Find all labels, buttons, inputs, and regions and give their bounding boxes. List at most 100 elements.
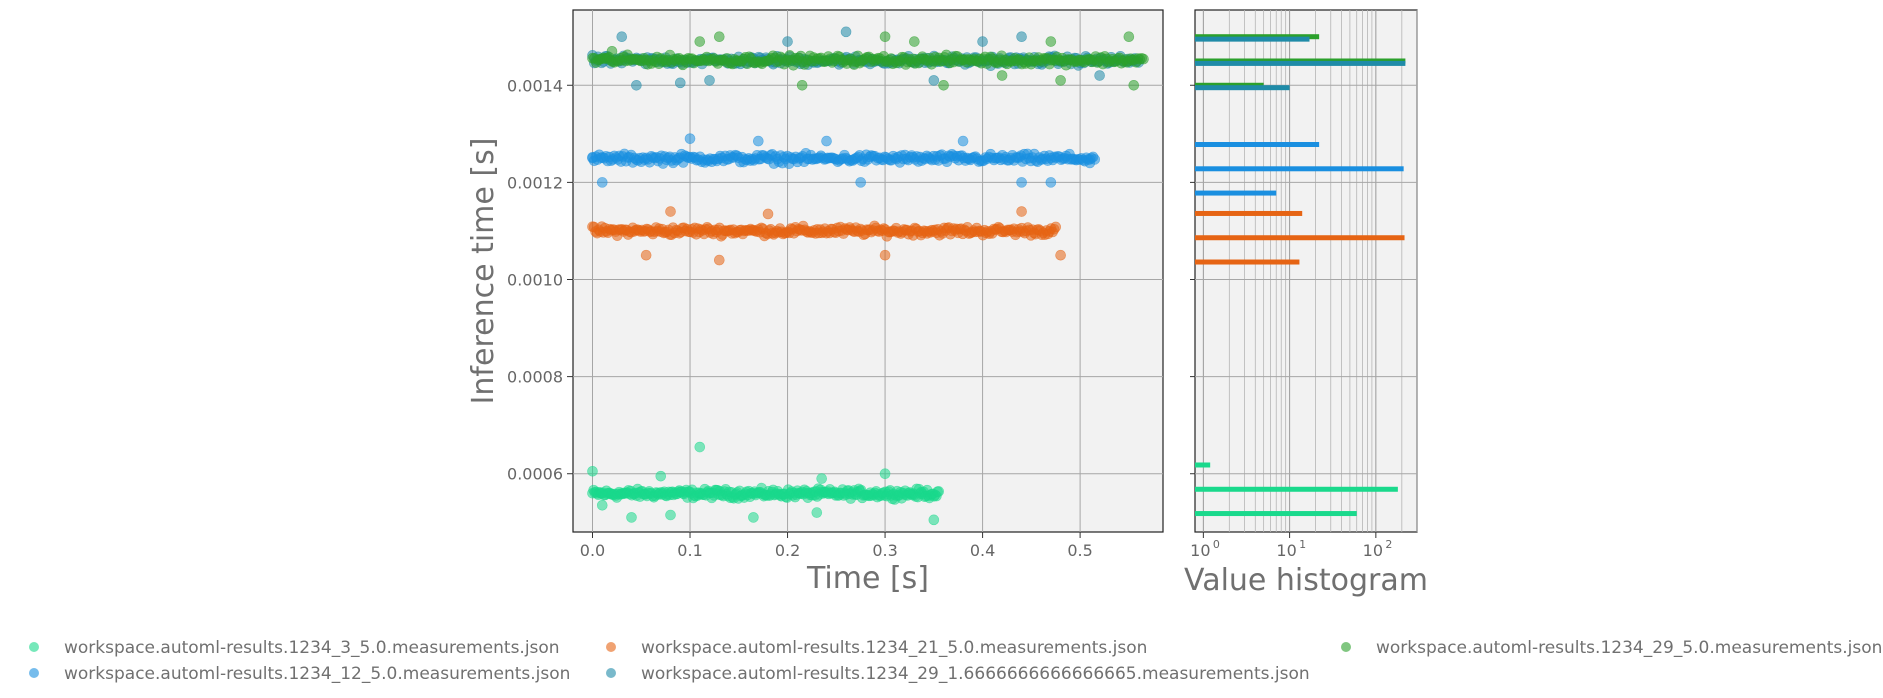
histogram-bar <box>1195 511 1357 517</box>
data-point <box>957 135 969 147</box>
scatter-points <box>587 26 1149 526</box>
data-point <box>1050 221 1062 233</box>
histogram-x-tick-label: 10 <box>1190 541 1210 560</box>
data-point <box>1016 31 1027 43</box>
data-point <box>1045 36 1057 47</box>
data-point <box>1128 79 1140 91</box>
scatter-x-axis: 0.0 0.1 0.2 0.3 0.4 0.5 <box>580 532 1093 560</box>
legend-marker <box>29 668 39 678</box>
y-tick-label: 0.0008 <box>507 368 563 387</box>
histogram-grid <box>1195 10 1418 532</box>
data-point <box>1138 53 1149 65</box>
y-tick-label: 0.0012 <box>507 173 563 192</box>
data-point <box>938 79 949 91</box>
data-point <box>816 473 827 484</box>
data-point <box>1094 70 1105 81</box>
data-point <box>796 79 808 91</box>
legend: workspace.automl-results.1234_3_5.0.meas… <box>29 638 1882 684</box>
data-point <box>640 249 652 261</box>
histogram-bar <box>1195 85 1290 91</box>
x-axis-title: Time [s] <box>806 561 929 596</box>
histogram-y-ticks <box>1190 84 1195 475</box>
data-point <box>596 499 608 511</box>
data-point <box>596 177 608 188</box>
x-tick-label: 0.2 <box>775 541 800 560</box>
legend-marker <box>29 642 39 652</box>
x-tick-label: 0.4 <box>970 541 995 560</box>
data-point <box>840 26 852 38</box>
legend-marker <box>606 642 616 652</box>
data-point <box>587 466 598 477</box>
legend-item: workspace.automl-results.1234_21_5.0.mea… <box>606 638 1147 658</box>
data-point <box>752 135 764 147</box>
data-point <box>606 45 618 57</box>
series-points <box>587 441 945 526</box>
data-point <box>782 36 793 47</box>
data-point <box>996 70 1008 81</box>
legend-item: workspace.automl-results.1234_29_5.0.mea… <box>1341 638 1882 658</box>
legend-label: workspace.automl-results.1234_29_1.66666… <box>641 664 1310 684</box>
histogram-bar <box>1195 210 1303 216</box>
data-point <box>748 512 759 523</box>
histogram-plot-area <box>1194 9 1418 533</box>
data-point <box>1084 157 1096 169</box>
data-point <box>933 486 945 497</box>
legend-label: workspace.automl-results.1234_3_5.0.meas… <box>64 638 560 658</box>
data-point <box>626 512 637 523</box>
data-point <box>909 36 920 47</box>
histogram-bar <box>1195 235 1405 241</box>
data-point <box>665 206 676 217</box>
legend-item: workspace.automl-results.1234_12_5.0.mea… <box>29 664 570 684</box>
x-tick-label: 0.3 <box>872 541 897 560</box>
legend-item: workspace.automl-results.1234_3_5.0.meas… <box>29 638 560 658</box>
y-tick-label: 0.0010 <box>507 270 563 289</box>
data-point <box>655 470 667 482</box>
data-point <box>616 31 628 43</box>
scatter-panel: 0.0 0.1 0.2 0.3 0.4 0.5 0.0006 0.0008 0.0010 0.0… <box>466 9 1164 596</box>
data-point <box>928 514 940 526</box>
data-point <box>713 254 725 266</box>
y-tick-label: 0.0006 <box>507 465 563 484</box>
legend-label: workspace.automl-results.1234_12_5.0.mea… <box>64 664 570 684</box>
data-point <box>1123 31 1135 43</box>
histogram-x-tick-exponent: 0 <box>1213 538 1220 551</box>
histogram-bars <box>1195 34 1406 517</box>
histogram-panel: 10 0 10 1 10 2 Value histogram <box>1184 9 1428 598</box>
histogram-x-tick-exponent: 1 <box>1299 538 1306 551</box>
data-point <box>1016 206 1027 217</box>
data-point <box>587 152 598 164</box>
data-point <box>762 208 774 220</box>
legend-marker <box>1341 642 1351 652</box>
data-point <box>1055 249 1066 261</box>
histogram-x-tick-label: 10 <box>1276 541 1296 560</box>
data-point <box>811 507 823 518</box>
data-point <box>928 75 940 86</box>
legend-label: workspace.automl-results.1234_29_5.0.mea… <box>1376 638 1882 658</box>
data-point <box>977 36 988 47</box>
y-tick-label: 0.0014 <box>507 76 563 95</box>
scatter-plot-area <box>572 9 1164 533</box>
y-axis-title: Inference time [s] <box>466 138 501 405</box>
data-point <box>694 441 706 453</box>
legend-marker <box>606 668 616 678</box>
data-point <box>694 36 706 47</box>
data-point <box>631 79 642 91</box>
data-point <box>879 249 891 261</box>
scatter-grid <box>573 10 1163 532</box>
series-points <box>587 206 1066 266</box>
histogram-bar <box>1195 259 1300 265</box>
series-points <box>587 31 1149 91</box>
x-tick-label: 0.0 <box>580 541 605 560</box>
histogram-bar <box>1195 60 1406 66</box>
histogram-bar <box>1195 142 1320 148</box>
x-tick-label: 0.1 <box>677 541 702 560</box>
legend-label: workspace.automl-results.1234_21_5.0.mea… <box>641 638 1147 658</box>
data-point <box>879 468 891 480</box>
histogram-bar <box>1195 190 1277 196</box>
x-tick-label: 0.5 <box>1067 541 1092 560</box>
histogram-title: Value histogram <box>1184 563 1428 598</box>
histogram-x-tick-label: 10 <box>1363 541 1383 560</box>
legend-item: workspace.automl-results.1234_29_1.66666… <box>606 664 1310 684</box>
data-point <box>1016 177 1027 188</box>
